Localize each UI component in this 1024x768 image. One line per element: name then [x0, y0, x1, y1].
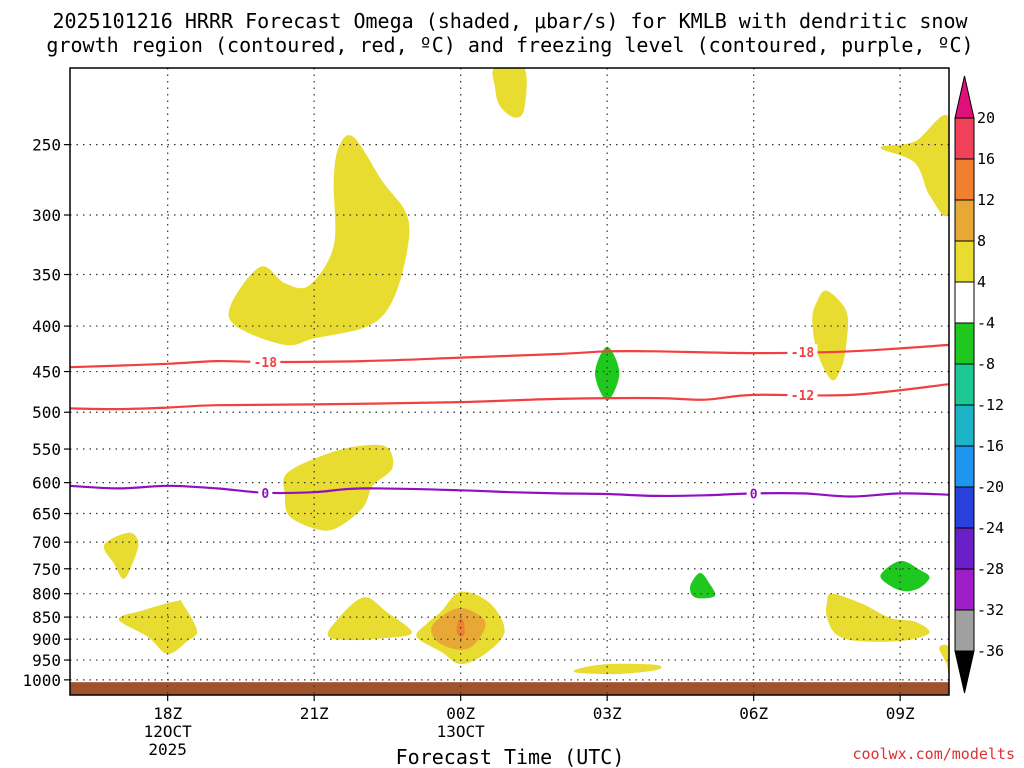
colorbar-tick-3: 8: [977, 232, 986, 250]
colorbar-tick-2: 12: [977, 191, 995, 209]
omega-region-6: [103, 532, 139, 579]
y-tick-label-850: 850: [32, 608, 61, 627]
colorbar-tick-4: 4: [977, 273, 986, 291]
contour-label-2-1: 0: [750, 487, 758, 502]
surface-terrain-fill: [70, 682, 949, 695]
contour-line-0: [70, 343, 949, 369]
y-tick-label-900: 900: [32, 630, 61, 649]
contour-line-1: [70, 383, 949, 411]
colorbar-bin-0: [954, 117, 975, 160]
y-tick-label-650: 650: [32, 505, 61, 524]
omega-region-14: [825, 593, 930, 642]
colorbar-tick-13: -36: [977, 642, 1004, 660]
colorbar-tick-11: -28: [977, 560, 1004, 578]
omega-colorbar: 20 16 12 8 4 -4 -8 -12 -16 -20 -24 -28 -32 -36: [954, 75, 1004, 694]
contour-label-0-1: -18: [791, 346, 815, 361]
colorbar-bin-5: [954, 322, 975, 365]
colorbar-bin-1: [954, 158, 975, 201]
contour-label-bg-2-1: [746, 485, 761, 502]
colorbar-bin-6: [954, 363, 975, 406]
y-tick-label-400: 400: [32, 317, 61, 336]
colorbar-bin-8: [954, 445, 975, 488]
contour-label-bg-2-0: [258, 484, 273, 501]
colorbar-tick-12: -32: [977, 601, 1004, 619]
contour-label-bg-0-0: [250, 354, 281, 371]
colorbar-max-arrow: [954, 75, 975, 119]
omega-region-3: [812, 290, 849, 381]
contour-line-2: [70, 484, 949, 498]
x-tick-label-8-1: 13OCT: [437, 722, 486, 741]
omega-shaded-regions: [103, 68, 949, 677]
y-tick-label-750: 750: [32, 560, 61, 579]
omega-region-9: [118, 599, 198, 654]
contour-label-1-0: -12: [791, 389, 814, 404]
omega-region-10: [327, 597, 412, 641]
y-tick-label-300: 300: [32, 206, 61, 225]
colorbar-bin-3: [954, 240, 975, 283]
credit-text: coolwx.com/modelts: [852, 745, 1015, 763]
y-tick-label-450: 450: [32, 363, 61, 382]
x-tick-label-8-0: 00Z: [446, 704, 475, 723]
colorbar-tick-8: -16: [977, 437, 1004, 455]
x-tick-label-5-0: 21Z: [300, 704, 329, 723]
y-tick-label-700: 700: [32, 533, 61, 552]
colorbar-tick-9: -20: [977, 478, 1004, 496]
omega-region-8: [880, 560, 930, 592]
colorbar-bin-2: [954, 199, 975, 242]
x-tick-label-17-0: 09Z: [886, 704, 915, 723]
colorbar-bin-10: [954, 527, 975, 570]
colorbar-min-arrow: [954, 650, 975, 694]
y-tick-label-600: 600: [32, 474, 61, 493]
y-tick-label-800: 800: [32, 585, 61, 604]
y-tick-label-500: 500: [32, 403, 61, 422]
y-tick-label-250: 250: [32, 136, 61, 155]
contour-label-2-0: 0: [261, 487, 269, 502]
colorbar-tick-1: 16: [977, 150, 995, 168]
omega-region-5: [283, 444, 394, 531]
omega-region-7: [690, 572, 716, 599]
omega-region-15: [939, 644, 949, 677]
temperature-contours: -18 -18 -12 0 0: [70, 343, 949, 502]
colorbar-bin-12: [954, 609, 975, 652]
x-tick-label-2-0: 18Z: [153, 704, 182, 723]
colorbar-bin-4: [954, 281, 975, 324]
chart-title-line-2: growth region (contoured, red, ºC) and f…: [46, 33, 973, 57]
x-tick-label-2-1: 12OCT: [144, 722, 193, 741]
x-tick-label-14-0: 06Z: [739, 704, 768, 723]
contour-label-0-0: -18: [254, 356, 278, 371]
colorbar-bin-9: [954, 486, 975, 529]
omega-region-1: [228, 135, 410, 346]
y-tick-label-1000: 1000: [22, 671, 61, 690]
colorbar-bin-7: [954, 404, 975, 447]
y-tick-label-550: 550: [32, 440, 61, 459]
omega-region-2: [880, 114, 949, 217]
colorbar-tick-10: -24: [977, 519, 1004, 537]
plot-frame: [69, 67, 950, 696]
surface-fill-layer: [70, 682, 949, 695]
y-tick-label-950: 950: [32, 651, 61, 670]
colorbar-bin-11: [954, 568, 975, 611]
colorbar-tick-6: -8: [977, 355, 995, 373]
contour-label-bg-1-0: [787, 386, 818, 403]
y-axis-ticks: 250 300 350 400 450 500 550 600 650 700 750 800 850 9…: [22, 136, 70, 690]
plot-grid: [70, 68, 949, 695]
y-tick-label-350: 350: [32, 266, 61, 285]
omega-region-16: [573, 663, 662, 675]
colorbar-tick-5: -4: [977, 314, 995, 332]
x-axis-label: Forecast Time (UTC): [396, 745, 625, 768]
contour-label-bg-0-1: [787, 344, 818, 361]
x-tick-label-11-0: 03Z: [593, 704, 622, 723]
x-tick-label-2-2: 2025: [148, 740, 187, 759]
chart-title-line-1: 2025101216 HRRR Forecast Omega (shaded, …: [52, 9, 968, 33]
omega-region-0: [492, 68, 527, 118]
colorbar-tick-0: 20: [977, 109, 995, 127]
colorbar-tick-7: -12: [977, 396, 1004, 414]
